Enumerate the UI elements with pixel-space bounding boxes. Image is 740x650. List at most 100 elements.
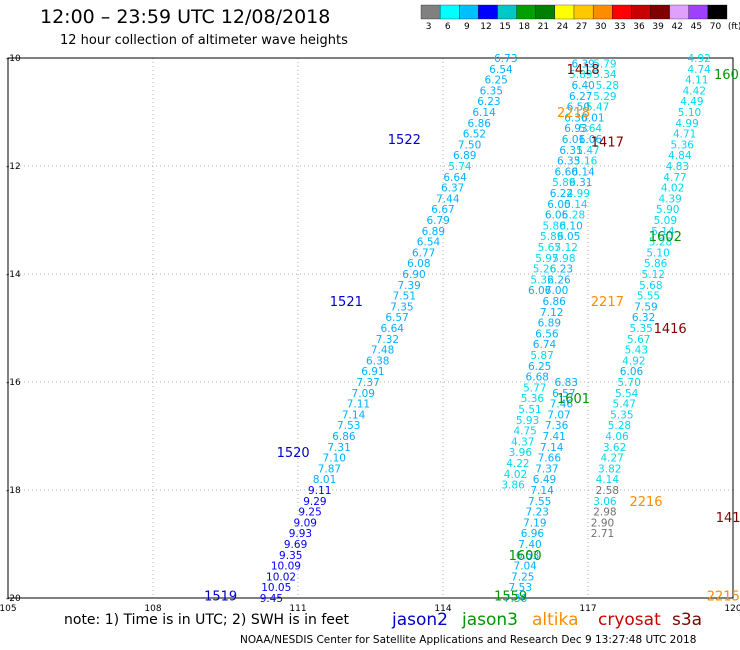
wave-height-label: 6.22 <box>550 188 573 200</box>
wave-height-label: 3.82 <box>598 463 621 475</box>
wave-height-label: 5.14 <box>564 199 588 211</box>
wave-height-label: 6.27 <box>569 91 592 103</box>
wave-height-label: 7.59 <box>634 301 657 313</box>
wave-height-label: 4.39 <box>658 193 681 205</box>
wave-height-label: 7.51 <box>393 291 416 303</box>
colorbar-label: 24 <box>556 22 569 32</box>
wave-height-label: 5.98 <box>552 253 575 265</box>
wave-height-label: 6.06 <box>528 285 552 297</box>
wave-height-label: 6.79 <box>426 215 449 227</box>
wave-height-label: 6.32 <box>632 312 655 324</box>
wave-height-label: 6.49 <box>533 474 556 486</box>
wave-height-label: 3.62 <box>603 442 626 454</box>
wave-height-label: 7.11 <box>347 399 370 411</box>
wave-height-label: 7.25 <box>511 571 534 583</box>
wave-height-label: 6.73 <box>494 53 517 65</box>
wave-height-label: 4.02 <box>504 469 527 481</box>
wave-height-label: 4.11 <box>685 75 708 87</box>
wave-height-label: 5.64 <box>579 123 603 135</box>
wave-height-label: 7.36 <box>545 420 569 432</box>
wave-height-label: 5.79 <box>593 58 616 70</box>
wave-height-label: 9.29 <box>303 496 326 508</box>
wave-height-label: 5.93 <box>516 415 539 427</box>
wave-height-label: 4.84 <box>668 150 692 162</box>
wave-height-label: 6.68 <box>526 372 549 384</box>
colorbar-label: 45 <box>690 22 703 32</box>
colorbar-label: 30 <box>595 22 607 32</box>
wave-height-label: 5.68 <box>639 280 662 292</box>
wave-height-label: 6.01 <box>581 112 604 124</box>
wave-height-label: 5.97 <box>535 253 558 265</box>
wave-height-label: 5.86 <box>644 258 668 270</box>
wave-height-label: 7.40 <box>518 539 541 551</box>
wave-height-label: 6.54 <box>417 237 441 249</box>
wave-height-label: 7.39 <box>397 280 420 292</box>
wave-height-label: 5.28 <box>608 420 631 432</box>
colorbar-label: 70 <box>709 22 722 32</box>
legend-jason2: jason2 <box>392 610 448 630</box>
wave-height-label: 7.41 <box>542 431 565 443</box>
wave-height-label: 5.12 <box>555 242 578 254</box>
wave-height-label: 6.93 <box>564 123 587 135</box>
colorbar-swatch <box>497 4 517 20</box>
wave-height-label: 4.77 <box>663 172 686 184</box>
wave-height-label: 7.07 <box>547 409 570 421</box>
colorbar-label: 18 <box>518 22 530 32</box>
wave-height-label: 10.05 <box>261 582 291 594</box>
wave-height-label: 5.32 <box>530 274 553 286</box>
wave-height-label: 3.06 <box>593 496 617 508</box>
legend-cryosat: cryosat <box>598 610 661 630</box>
wave-height-label: 6.60 <box>555 166 578 178</box>
wave-height-label: 6.26 <box>547 274 571 286</box>
wave-height-label: 6.06 <box>579 134 603 146</box>
colorbar-swatch <box>420 4 441 20</box>
wave-height-label: 6.14 <box>571 166 595 178</box>
wave-height-label: 9.25 <box>298 507 321 519</box>
wave-height-label: 6.39 <box>571 58 594 70</box>
colorbar-swatch <box>592 4 613 20</box>
wave-height-label: 5.90 <box>656 204 679 216</box>
footnote: note: 1) Time is in UTC; 2) SWH is in fe… <box>64 612 350 628</box>
wave-height-label: 5.89 <box>540 231 563 243</box>
wave-height-label: 6.86 <box>542 296 566 308</box>
wave-height-label: 9.93 <box>289 528 312 540</box>
wave-height-label: 5.12 <box>642 269 665 281</box>
wave-height-label: 4.22 <box>506 458 529 470</box>
wave-height-label: 6.30 <box>564 112 587 124</box>
pass-number-label: 2217 <box>591 295 624 310</box>
wave-height-label: 6.31 <box>569 177 592 189</box>
wave-height-label: 7.35 <box>390 301 413 313</box>
wave-height-label: 4.99 <box>675 118 698 130</box>
wave-height-label: 5.67 <box>627 334 650 346</box>
x-tick-label: 120 <box>724 604 740 614</box>
wave-height-label: 6.57 <box>385 312 408 324</box>
wave-height-label: 6.96 <box>521 528 545 540</box>
wave-height-label: 5.43 <box>625 345 648 357</box>
wave-height-label: 2.98 <box>593 507 616 519</box>
pass-number-label: 1418 <box>567 63 600 78</box>
wave-height-label: 4.99 <box>567 188 590 200</box>
wave-height-label: 5.14 <box>651 226 675 238</box>
wave-height-label: 5.74 <box>448 161 472 173</box>
pass-number-label: 2215 <box>707 589 740 604</box>
wave-height-label: 7.37 <box>535 463 558 475</box>
wave-height-label: 7.53 <box>509 582 532 594</box>
wave-height-label: 7.04 <box>513 561 537 573</box>
colorbar-label: 6 <box>444 22 451 32</box>
colorbar-swatch <box>459 4 479 20</box>
wave-height-label: 7.46 <box>550 399 574 411</box>
wave-height-label: 6.86 <box>332 431 356 443</box>
wave-height-label: 7.12 <box>540 307 563 319</box>
wave-height-label: 10.02 <box>266 571 296 583</box>
x-tick-label: 105 <box>0 604 17 614</box>
colorbar-swatch <box>669 4 689 20</box>
wave-height-label: 7.66 <box>538 453 562 465</box>
wave-height-label: 6.89 <box>453 150 476 162</box>
colorbar-label: (ft) <box>727 22 740 32</box>
colorbar-swatch <box>573 4 594 20</box>
wave-height-label: 7.87 <box>318 463 341 475</box>
wave-height-label: 7.48 <box>371 345 394 357</box>
y-tick-label: -18 <box>6 486 21 496</box>
pass-number-label: 1603 <box>714 68 740 83</box>
